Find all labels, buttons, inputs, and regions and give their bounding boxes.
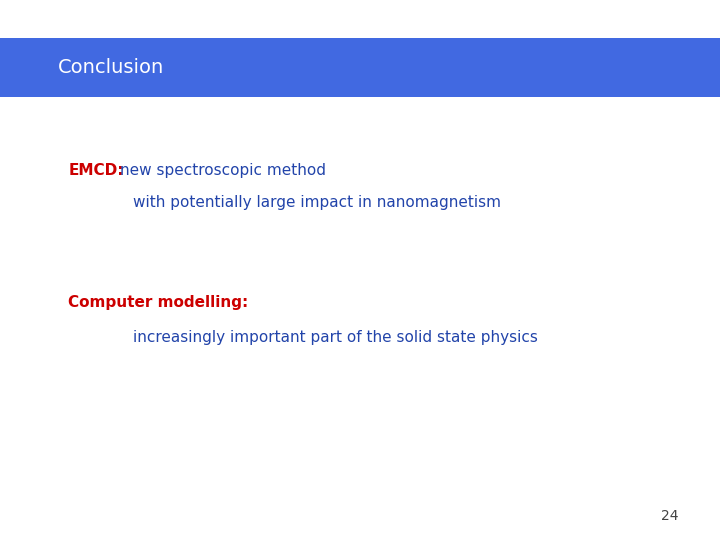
Text: Conclusion: Conclusion	[58, 58, 164, 77]
Text: EMCD:: EMCD:	[68, 163, 124, 178]
Text: increasingly important part of the solid state physics: increasingly important part of the solid…	[133, 330, 538, 345]
Text: with potentially large impact in nanomagnetism: with potentially large impact in nanomag…	[133, 195, 501, 210]
Text: 24: 24	[661, 509, 678, 523]
Text: Computer modelling:: Computer modelling:	[68, 295, 248, 310]
Text: new spectroscopic method: new spectroscopic method	[120, 163, 326, 178]
FancyBboxPatch shape	[0, 38, 720, 97]
